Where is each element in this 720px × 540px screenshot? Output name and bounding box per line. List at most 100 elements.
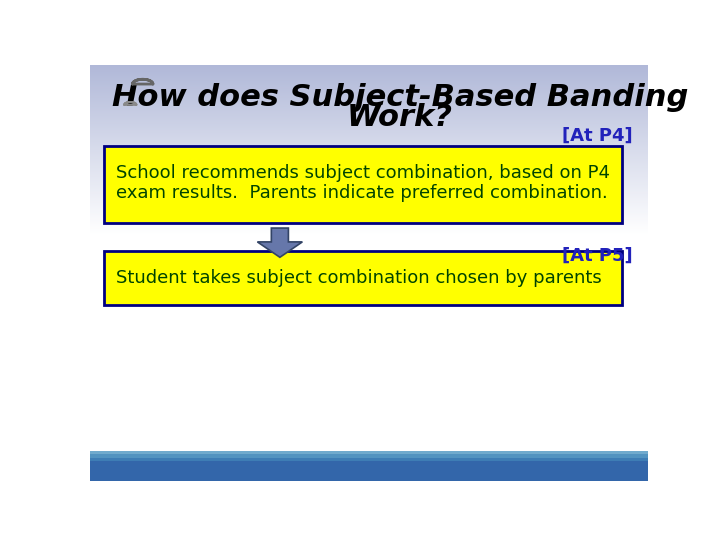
Bar	[90, 145, 648, 146]
Bar	[90, 222, 648, 223]
Bar	[90, 95, 648, 97]
Bar	[90, 196, 648, 197]
Bar	[90, 172, 648, 173]
Bar	[90, 74, 648, 75]
Bar	[90, 155, 648, 156]
Bar	[90, 136, 648, 137]
Bar	[90, 193, 648, 195]
Bar	[90, 153, 648, 154]
Bar	[90, 128, 648, 129]
Bar	[90, 176, 648, 177]
Bar	[90, 177, 648, 178]
Bar	[90, 124, 648, 125]
Bar	[90, 137, 648, 138]
Bar	[90, 113, 648, 114]
Text: School recommends subject combination, based on P4: School recommends subject combination, b…	[116, 164, 610, 183]
Bar	[90, 189, 648, 190]
Bar	[90, 174, 648, 176]
Bar	[90, 75, 648, 76]
Bar	[90, 134, 648, 135]
Bar	[90, 131, 648, 132]
Bar	[90, 183, 648, 184]
Bar	[90, 199, 648, 200]
Bar	[90, 84, 648, 85]
Bar	[90, 69, 648, 70]
Bar	[90, 101, 648, 102]
Bar	[90, 77, 648, 78]
Bar	[90, 72, 648, 73]
Bar	[90, 86, 648, 87]
Bar	[90, 195, 648, 196]
Bar	[90, 151, 648, 152]
Bar	[90, 173, 648, 174]
Bar	[90, 226, 648, 227]
Bar	[90, 79, 648, 80]
Bar	[90, 126, 648, 127]
Bar	[90, 161, 648, 162]
Bar	[90, 192, 648, 193]
Bar	[90, 102, 648, 103]
Bar	[90, 190, 648, 191]
Bar	[90, 201, 648, 202]
Bar	[90, 99, 648, 100]
Bar	[90, 191, 648, 192]
Bar	[90, 83, 648, 84]
Text: How does Subject-Based Banding: How does Subject-Based Banding	[112, 83, 688, 112]
Bar	[90, 146, 648, 147]
Text: Work?: Work?	[347, 103, 453, 132]
Bar	[104, 146, 621, 222]
Bar	[90, 165, 648, 166]
Bar	[90, 166, 648, 167]
Bar	[90, 141, 648, 143]
Bar	[90, 66, 648, 67]
Bar	[90, 178, 648, 179]
Bar	[90, 227, 648, 228]
Bar	[90, 132, 648, 134]
Bar	[90, 139, 648, 140]
Bar	[90, 90, 648, 91]
Bar	[90, 97, 648, 98]
Bar	[90, 148, 648, 150]
Bar	[90, 76, 648, 77]
Bar	[90, 159, 648, 160]
Bar	[90, 116, 648, 117]
Bar	[90, 68, 648, 69]
Bar	[90, 103, 648, 104]
Bar	[90, 106, 648, 107]
Bar	[90, 181, 648, 183]
Bar	[90, 198, 648, 199]
Bar	[90, 221, 648, 222]
Bar	[90, 162, 648, 163]
Bar	[90, 94, 648, 95]
Bar	[90, 188, 648, 189]
Bar	[90, 171, 648, 172]
Bar	[90, 112, 648, 113]
Bar	[90, 78, 648, 79]
Bar	[90, 197, 648, 198]
Bar	[90, 450, 648, 461]
Bar	[90, 207, 648, 208]
Bar	[90, 212, 648, 213]
Bar	[90, 111, 648, 112]
Bar	[90, 230, 648, 231]
Bar	[90, 110, 648, 111]
Bar	[90, 117, 648, 118]
Bar	[90, 234, 648, 481]
Bar	[90, 100, 648, 101]
Bar	[90, 208, 648, 210]
Bar	[90, 184, 648, 185]
Bar	[90, 70, 648, 72]
Bar	[90, 98, 648, 99]
Bar	[90, 65, 648, 66]
Bar	[90, 127, 648, 128]
Bar	[90, 130, 648, 131]
Bar	[90, 228, 648, 230]
Bar	[90, 143, 648, 144]
Bar	[90, 129, 648, 130]
Text: [At P4]: [At P4]	[562, 127, 632, 145]
Bar	[90, 163, 648, 164]
Bar	[90, 451, 648, 457]
Text: exam results.  Parents indicate preferred combination.: exam results. Parents indicate preferred…	[116, 184, 608, 202]
Bar	[90, 225, 648, 226]
Bar	[90, 144, 648, 145]
